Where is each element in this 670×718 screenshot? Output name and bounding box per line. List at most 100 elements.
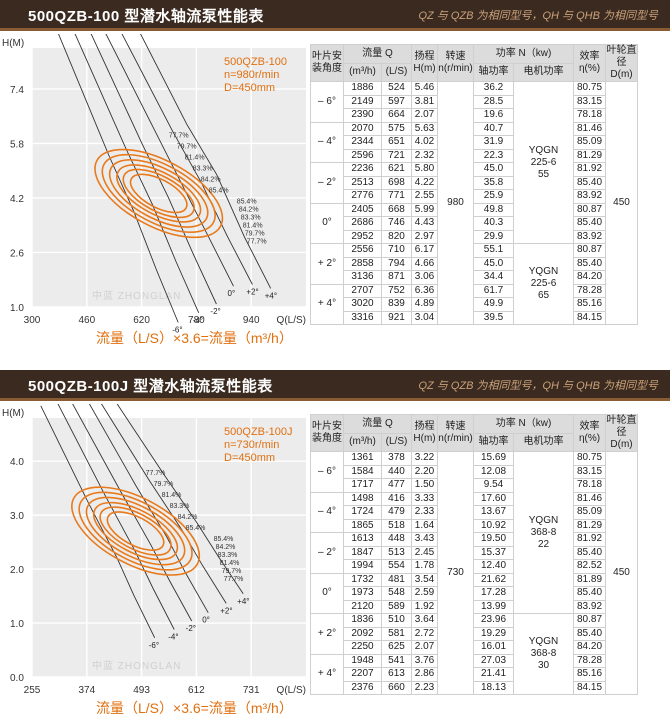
motor-label-line: YQGN <box>528 514 559 526</box>
flow-ls-cell: 513 <box>381 545 412 560</box>
head-cell: 1.92 <box>411 599 438 614</box>
head-cell: 3.81 <box>411 94 438 109</box>
efficiency-cell: 82.52 <box>573 559 606 574</box>
table-row: 1994 554 1.78 12.40 82.52 <box>311 559 638 574</box>
watermark: 中蓝 ZHONGLAN <box>92 659 181 672</box>
x-tick-label: 460 <box>78 315 95 326</box>
motor-power-cell: YQGN 368-8 22 <box>513 451 574 614</box>
motor-label-line: YQGN <box>528 266 559 277</box>
efficiency-cell: 85.40 <box>573 626 606 641</box>
efficiency-cell: 85.16 <box>573 297 606 312</box>
x-tick-label: 255 <box>24 685 41 696</box>
flow-m3h-cell: 2070 <box>343 121 382 136</box>
flow-ls-cell: 510 <box>381 613 412 628</box>
shaft-power-cell: 21.62 <box>473 572 514 587</box>
flow-m3h-cell: 2120 <box>343 599 382 614</box>
efficiency-cell: 81.29 <box>573 518 606 533</box>
shaft-power-cell: 17.60 <box>473 491 514 506</box>
blade-angle-curve <box>74 34 200 313</box>
flow-m3h-cell: 2344 <box>343 135 382 150</box>
impeller-diameter-cell: 450 <box>605 81 638 325</box>
table-row: 2952 820 2.97 29.9 83.92 <box>311 229 638 244</box>
shaft-power-cell: 19.29 <box>473 626 514 641</box>
shaft-power-cell: 25.9 <box>473 189 514 204</box>
flow-m3h-cell: 2776 <box>343 189 382 204</box>
shaft-power-cell: 45.0 <box>473 162 514 177</box>
y-axis-label: H(M) <box>2 408 24 419</box>
efficiency-label-lower: 83.3% <box>218 552 238 559</box>
shaft-power-cell: 35.8 <box>473 175 514 190</box>
motor-label-line: 368-8 <box>530 526 557 538</box>
efficiency-curve <box>122 168 195 219</box>
table-header-row: 叶片安装角度 流量 Q 扬程H(m) 转速n(r/min) 功率 N（kw) 效率η(%)… <box>310 414 638 452</box>
efficiency-label-lower: 83.3% <box>241 214 261 221</box>
flow-m3h-cell: 2596 <box>343 148 382 163</box>
flow-ls-cell: 621 <box>381 162 412 177</box>
flow-ls-cell: 518 <box>381 518 412 533</box>
efficiency-cell: 81.46 <box>573 491 606 506</box>
y-tick-label: 0.0 <box>10 673 24 684</box>
flow-ls-cell: 721 <box>381 148 412 163</box>
shaft-power-cell: 55.1 <box>473 243 514 258</box>
table-row: 1847 513 2.45 15.37 85.40 <box>311 545 638 560</box>
flow-ls-cell: 771 <box>381 189 412 204</box>
param-speed: n=980r/min <box>224 69 280 81</box>
pump-section-100j: 500QZB-100J 型潜水轴流泵性能表 QZ 与 QZB 为相同型号，QH … <box>0 370 670 716</box>
flow-m3h-cell: 1724 <box>343 505 382 520</box>
flow-ls-cell: 820 <box>381 229 412 244</box>
efficiency-label-upper: 83.3% <box>170 503 190 510</box>
head-cell: 5.63 <box>411 121 438 136</box>
blade-angle-label: +4° <box>265 291 277 300</box>
table-row: 0° 2405 668 5.99 49.8 80.87 <box>310 202 638 244</box>
header-flow-ls: (L/S) <box>381 432 412 452</box>
table-row: 2858 794 4.66 45.0 85.40 <box>311 256 638 271</box>
table-row: + 4° 1948 541 3.76 27.03 78.28 <box>310 653 638 695</box>
shaft-power-cell: 40.7 <box>473 121 514 136</box>
head-cell: 2.23 <box>411 680 438 695</box>
model-note: QZ 与 QZB 为相同型号，QH 与 QHB 为相同型号 <box>418 10 658 22</box>
blade-angle-label: +2° <box>220 606 232 615</box>
blade-angle-curve <box>90 34 217 305</box>
efficiency-cell: 83.92 <box>573 599 606 614</box>
flow-ls-cell: 668 <box>381 202 412 217</box>
blade-angle-label: -6° <box>149 641 159 650</box>
head-cell: 3.04 <box>411 310 438 325</box>
table-row: 2344 651 4.02 31.9 85.09 <box>311 135 638 150</box>
param-diameter: D=450mm <box>224 82 276 94</box>
head-cell: 3.54 <box>411 572 438 587</box>
motor-power-cell: YQGN 368-8 30 <box>513 613 574 695</box>
flow-m3h-cell: 1732 <box>343 572 382 587</box>
flow-ls-cell: 416 <box>381 491 412 506</box>
table-row: 1717 477 1.50 9.54 78.18 <box>311 478 638 493</box>
efficiency-label-upper: 85.4% <box>186 525 206 532</box>
header-blade-angle: 叶片安装角度 <box>310 414 344 452</box>
shaft-power-cell: 34.4 <box>473 270 514 285</box>
efficiency-label-upper: 85.4% <box>209 187 229 194</box>
flow-m3h-cell: 1994 <box>343 559 382 574</box>
section-title: 500QZB-100 型潜水轴流泵性能表 <box>28 8 264 25</box>
motor-power-cell: YQGN 225-6 65 <box>513 243 574 325</box>
head-cell: 2.07 <box>411 640 438 655</box>
head-cell: 6.17 <box>411 243 438 258</box>
blade-angle-cell: 0° <box>310 202 344 244</box>
shaft-power-cell: 18.13 <box>473 680 514 695</box>
header-speed: 转速n(r/min) <box>437 44 474 82</box>
efficiency-label-lower: 84.2% <box>216 544 236 551</box>
efficiency-cell: 80.87 <box>573 613 606 628</box>
table-row: 2207 613 2.86 21.41 85.16 <box>311 667 638 682</box>
table-row: + 4° 2707 752 6.36 61.7 78.28 <box>310 283 638 325</box>
efficiency-curve <box>129 173 188 214</box>
head-cell: 3.33 <box>411 491 438 506</box>
flow-m3h-cell: 2149 <box>343 94 382 109</box>
head-cell: 2.59 <box>411 586 438 601</box>
head-cell: 4.43 <box>411 216 438 231</box>
head-cell: 3.06 <box>411 270 438 285</box>
efficiency-label-upper: 84.2% <box>178 514 198 521</box>
speed-cell: 980 <box>437 81 474 325</box>
section-title: 500QZB-100J 型潜水轴流泵性能表 <box>28 378 273 395</box>
header-flow: 流量 Q <box>343 44 412 64</box>
efficiency-cell: 85.40 <box>573 256 606 271</box>
shaft-power-cell: 40.3 <box>473 216 514 231</box>
shaft-power-cell: 16.01 <box>473 640 514 655</box>
head-cell: 4.22 <box>411 175 438 190</box>
